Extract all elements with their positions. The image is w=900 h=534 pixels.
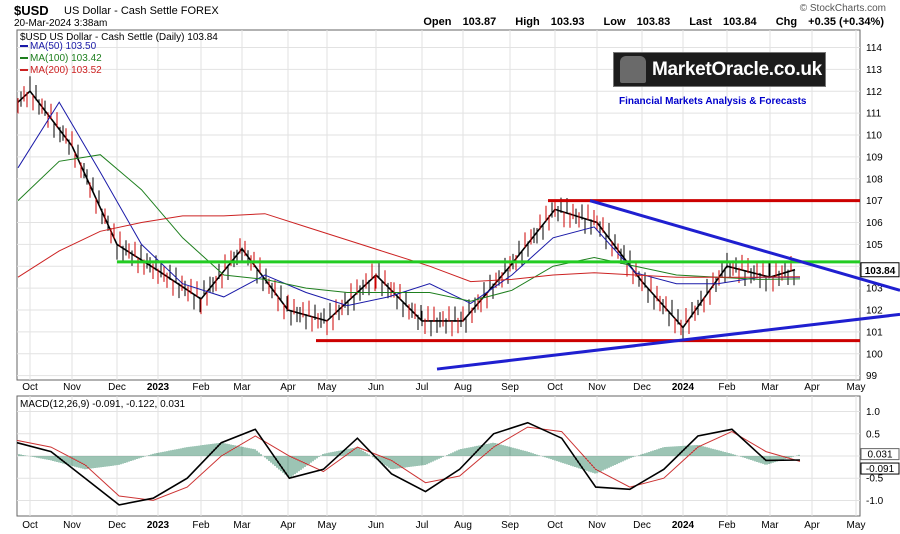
price-x-tick-label: Sep (501, 382, 519, 393)
ma200-line (17, 213, 801, 283)
price-tick-label: 103 (866, 284, 883, 295)
macd-x-tick-label: Oct (22, 520, 38, 531)
macd-x-tick-label: Nov (63, 520, 81, 531)
ticker-symbol: $USD (14, 3, 49, 18)
uptrend-line (436, 312, 900, 371)
chart-header: $USD US Dollar - Cash Settle FOREX 20-Ma… (0, 0, 900, 30)
price-x-tick-label: May (318, 382, 337, 393)
macd-tick-label: -1.0 (866, 496, 884, 507)
macd-tick-label: -0.5 (866, 474, 884, 485)
macd-x-tick-label: Sep (501, 520, 519, 531)
price-x-tick-label: Mar (761, 382, 779, 393)
logo-subtitle: Financial Markets Analysis & Forecasts (619, 96, 807, 107)
macd-x-tick-label: Apr (280, 520, 296, 531)
macd-x-tick-label: Apr (804, 520, 820, 531)
price-x-tick-label: 2024 (672, 382, 695, 393)
macd-value-label: -0.091 (866, 464, 895, 475)
price-x-tick-label: Apr (804, 382, 820, 393)
price-tick-label: 110 (866, 131, 882, 142)
price-tick-label: 99 (866, 371, 878, 382)
price-tick-label: 108 (866, 174, 883, 185)
price-x-tick-label: Nov (63, 382, 81, 393)
macd-line (16, 421, 801, 506)
price-tick-label: 100 (866, 349, 883, 360)
price-x-tick-label: Dec (108, 382, 126, 393)
price-tick-label: 101 (866, 327, 883, 338)
price-x-tick-label: 2023 (147, 382, 170, 393)
price-x-tick-label: Oct (547, 382, 563, 393)
last-value-label: 103.84 (865, 266, 896, 277)
price-tick-label: 113 (866, 65, 882, 76)
ma100-legend: MA(100) 103.42 (30, 53, 102, 64)
ma100-line (17, 154, 801, 302)
price-x-tick-label: Mar (233, 382, 251, 393)
price-tick-label: 107 (866, 196, 883, 207)
macd-x-tick-label: Jun (368, 520, 384, 531)
price-tick-label: 105 (866, 240, 883, 251)
ma50-line (17, 101, 800, 307)
macd-x-tick-label: Feb (192, 520, 210, 531)
price-series-line (17, 90, 796, 329)
high-quote: High 103.93 (515, 16, 585, 28)
chart-credit: © StockCharts.com (799, 3, 886, 14)
price-x-tick-label: Aug (454, 382, 472, 393)
main-legend: $USD US Dollar - Cash Settle (Daily) 103… (20, 32, 218, 43)
price-tick-label: 109 (866, 152, 883, 163)
macd-x-tick-label: 2024 (672, 520, 695, 531)
macd-x-tick-label: Dec (108, 520, 126, 531)
price-x-tick-label: Jul (416, 382, 429, 393)
price-x-tick-label: Apr (280, 382, 296, 393)
price-tick-label: 111 (866, 109, 882, 120)
thinker-statue-icon (620, 56, 646, 83)
ma50-legend: MA(50) 103.50 (30, 41, 97, 52)
downtrend-line (589, 199, 900, 292)
macd-tick-label: 0.5 (866, 429, 880, 440)
macd-x-tick-label: 2023 (147, 520, 170, 531)
macd-x-tick-label: Mar (233, 520, 251, 531)
instrument-name: US Dollar - Cash Settle FOREX (64, 5, 219, 17)
price-x-tick-label: Jun (368, 382, 384, 393)
quote-bar: Open 103.87 High 103.93 Low 103.83 Last … (407, 16, 884, 28)
last-value-tag (860, 262, 900, 278)
hist-value-label: 0.031 (867, 450, 892, 461)
last-quote: Last 103.84 (689, 16, 757, 28)
price-tick-label: 102 (866, 306, 883, 317)
macd-x-tick-label: Oct (547, 520, 563, 531)
macd-x-tick-label: Nov (588, 520, 606, 531)
marketoracle-logo: MarketOracle.co.uk Financial Markets Ana… (613, 52, 826, 107)
price-tick-label: 114 (866, 43, 882, 54)
price-x-tick-label: Nov (588, 382, 606, 393)
price-x-tick-label: Feb (192, 382, 210, 393)
macd-x-tick-label: May (318, 520, 337, 531)
macd-tick-label: 1.0 (866, 407, 880, 418)
logo-title: MarketOracle.co.uk (652, 59, 822, 80)
macd-x-tick-label: Feb (718, 520, 736, 531)
chart-datetime: 20-Mar-2024 3:38am (14, 18, 108, 29)
price-x-tick-label: Oct (22, 382, 38, 393)
macd-x-tick-label: Aug (454, 520, 472, 531)
macd-value-tag (860, 462, 900, 475)
hist-value-tag (860, 448, 900, 461)
price-x-tick-label: May (847, 382, 866, 393)
change-quote: Chg +0.35 (+0.34%) (775, 16, 884, 28)
price-tick-label: 106 (866, 218, 883, 229)
price-tick-label: 112 (866, 87, 882, 98)
macd-x-tick-label: Jul (416, 520, 429, 531)
macd-x-tick-label: May (847, 520, 866, 531)
price-x-tick-label: Dec (633, 382, 651, 393)
open-quote: Open 103.87 (423, 16, 497, 28)
macd-x-tick-label: Dec (633, 520, 651, 531)
macd-legend: MACD(12,26,9) -0.091, -0.122, 0.031 (20, 399, 186, 410)
macd-x-tick-label: Mar (761, 520, 779, 531)
ma200-legend: MA(200) 103.52 (30, 65, 102, 76)
low-quote: Low 103.83 (603, 16, 671, 28)
price-x-tick-label: Feb (718, 382, 736, 393)
